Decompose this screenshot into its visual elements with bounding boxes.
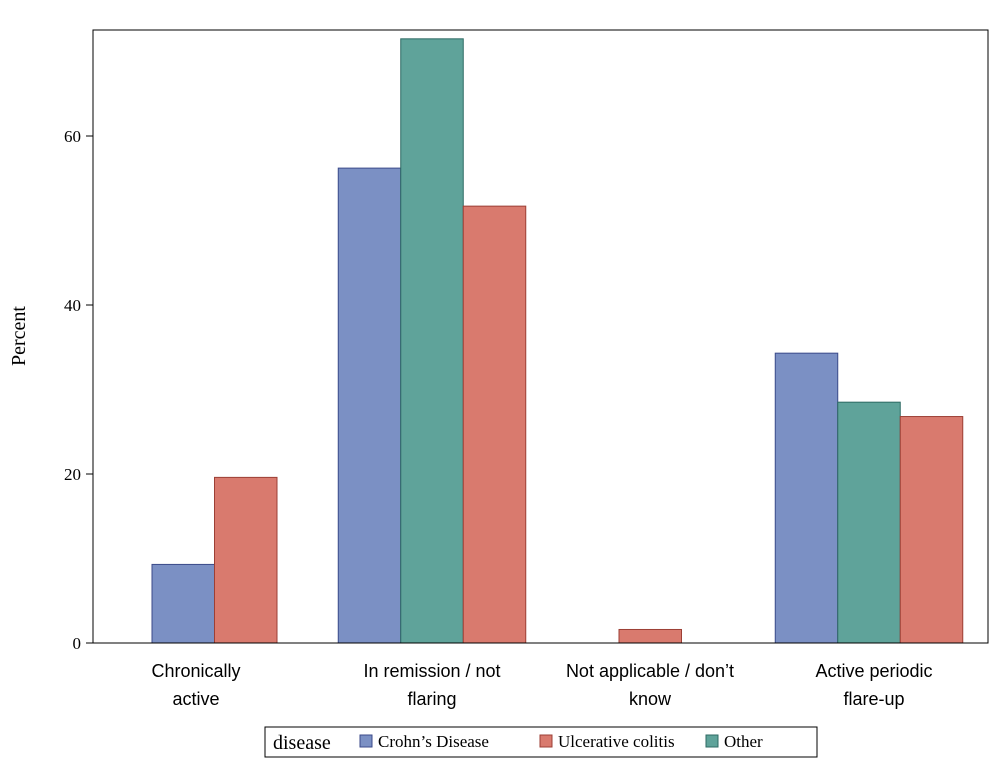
- legend-label: Other: [724, 732, 763, 751]
- bar: [337, 167, 402, 644]
- x-axis-labels: Chronically active In remission / not flari…: [151, 661, 932, 709]
- y-tick-label: 60: [64, 127, 81, 146]
- x-tick-label: In remission / not: [363, 661, 500, 681]
- x-tick-label: flare-up: [843, 689, 904, 709]
- y-axis: 0 20 40 60: [64, 127, 93, 653]
- bar: [837, 401, 901, 644]
- y-axis-label: Percent: [8, 306, 30, 366]
- x-tick-label: flaring: [407, 689, 456, 709]
- legend-label: Ulcerative colitis: [558, 732, 675, 751]
- x-tick-label: Not applicable / don’t: [566, 661, 734, 681]
- bar: [214, 476, 278, 644]
- bars-group: [93, 38, 988, 644]
- bar: [151, 563, 215, 644]
- x-tick-label: know: [629, 689, 672, 709]
- bar: [462, 205, 527, 644]
- legend-title: disease: [273, 732, 331, 754]
- legend-label: Crohn’s Disease: [378, 732, 489, 751]
- y-tick-label: 20: [64, 465, 81, 484]
- x-tick-label: Active periodic: [815, 661, 932, 681]
- x-tick-label: active: [172, 689, 219, 709]
- y-tick-label: 0: [73, 634, 82, 653]
- legend-swatch: [539, 734, 553, 748]
- bar: [618, 628, 682, 644]
- bar: [899, 416, 964, 644]
- y-tick-label: 40: [64, 296, 81, 315]
- legend: disease Crohn’s Disease Ulcerative coliti…: [264, 726, 818, 758]
- bar: [400, 38, 464, 644]
- legend-swatch: [359, 734, 373, 748]
- x-tick-label: Chronically: [151, 661, 240, 681]
- bar: [774, 352, 839, 644]
- legend-swatch: [705, 734, 719, 748]
